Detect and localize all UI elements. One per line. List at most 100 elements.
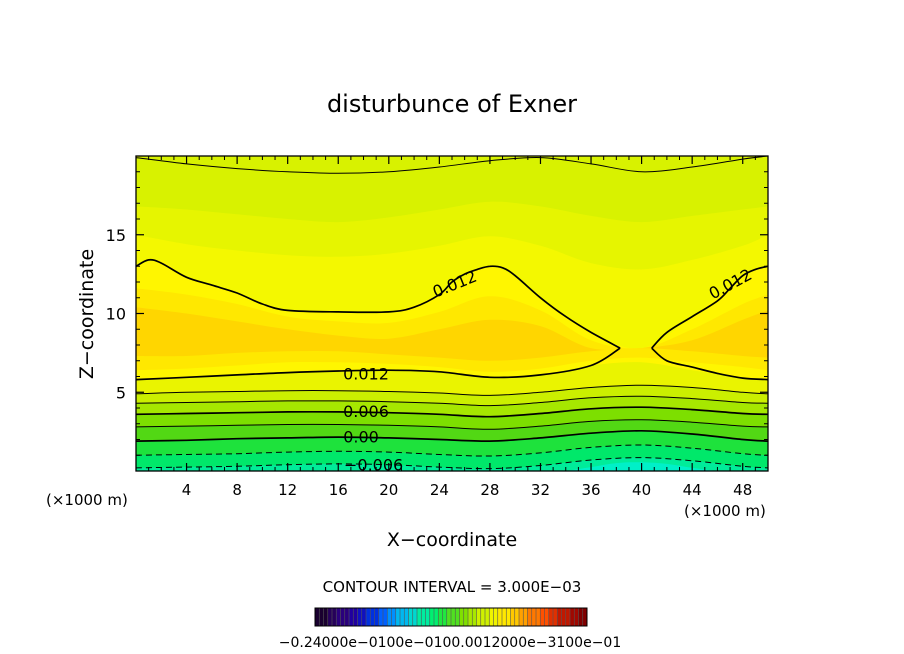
colorbar-cell-24 [417,608,422,626]
contour-line-3 [136,347,621,381]
colorbar-cell-42 [493,608,499,626]
y-tick-label-0: 5 [116,383,126,402]
colorbar-cell-7 [344,608,350,626]
colorbar-cell-29 [438,608,443,626]
colorbar-cell-14 [374,608,380,626]
colorbar-labels: −0.24000e−0100e−0100.0012000e−3100e−01 [279,635,622,651]
contour-line-2 [651,265,768,349]
contour-line-6 [136,395,768,407]
colorbar-cell-33 [455,608,460,626]
colorbar-cell-23 [412,608,418,626]
contour-label-2: 0.012 [343,364,389,383]
colorbar-cell-52 [536,608,541,626]
x-unit-right: (×1000 m) [684,502,766,520]
colorbar-cell-61 [574,608,579,626]
colorbar-cell-19 [395,608,401,626]
y-axis-label: Z−coordinate [76,249,98,379]
colorbar-cell-40 [485,608,490,626]
x-tick-label-2: 12 [278,481,297,499]
contour-line-8 [136,419,768,430]
x-tick-label-7: 32 [531,481,550,499]
x-tick-label-0: 4 [182,481,192,499]
colorbar-cell-8 [349,608,354,626]
colorbar-cell-60 [570,608,575,626]
colorbar-cell-53 [540,608,545,626]
colorbar-cell-47 [514,608,520,626]
y-tick-label-2: 15 [106,226,126,245]
colorbar-cell-6 [340,608,346,626]
contour-fills [136,156,768,471]
colorbar-cell-18 [391,608,397,626]
colorbar-cell-55 [548,608,554,626]
colorbar-cell-56 [553,608,558,626]
contour-line-10 [136,444,768,457]
colorbar-cell-13 [370,608,375,626]
colorbar-cell-31 [446,608,452,626]
colorbar-cell-57 [557,608,562,626]
colorbar-cell-3 [327,608,333,626]
y-tick-label-1: 10 [106,305,126,324]
colorbar-cell-22 [408,608,414,626]
colorbar-cell-12 [366,608,371,626]
colorbar-cell-59 [565,608,571,626]
contour-line-1 [136,258,621,349]
contour-label-3: 0.006 [343,402,389,421]
contour-interval-text: CONTOUR INTERVAL = 3.000E−03 [323,578,582,596]
colorbar-cell-35 [463,608,469,626]
x-unit-left: (×1000 m) [46,491,128,509]
colorbar-cell-54 [544,608,550,626]
colorbar-cell-9 [353,608,358,626]
x-tick-label-6: 28 [480,481,499,499]
colorbar-cell-36 [468,608,473,626]
colorbar-cell-38 [476,608,482,626]
colorbar-cell-51 [531,608,537,626]
contour-label-group-2: 0.012 [343,364,389,383]
contour-label-group-3: 0.006 [343,402,389,421]
x-axis-label: X−coordinate [387,529,517,551]
colorbar-cell-41 [489,608,494,626]
contour-line-5 [136,384,768,396]
colorbar-cell-48 [519,608,524,626]
colorbar [314,607,588,627]
colorbar-cell-49 [523,608,528,626]
colorbar-cell-27 [429,608,435,626]
colorbar-cell-50 [527,608,533,626]
x-tick-label-8: 36 [581,481,600,499]
colorbar-cell-28 [434,608,439,626]
colorbar-cell-45 [506,608,511,626]
colorbar-cell-1 [319,608,324,626]
colorbar-cell-25 [421,608,426,626]
colorbar-cell-63 [582,608,588,626]
contour-line-11 [136,457,768,470]
colorbar-cell-2 [323,608,329,626]
colorbar-cell-32 [451,608,456,626]
contour-label-5: −0.006 [344,456,403,475]
colorbar-cell-44 [502,608,507,626]
colorbar-cell-11 [361,608,367,626]
colorbar-cell-26 [425,608,431,626]
contour-label-group-5: −0.006 [344,456,403,475]
colorbar-cell-37 [472,608,477,626]
x-tick-label-5: 24 [430,481,449,499]
colorbar-cell-4 [332,608,337,626]
x-tick-label-4: 20 [379,481,398,499]
contour-line-9 [136,429,768,442]
x-tick-label-11: 48 [733,481,752,499]
colorbar-cell-0 [315,608,320,626]
contour-label-group-4: 0.00 [343,427,379,446]
colorbar-cell-46 [510,608,516,626]
contour-line-0 [136,156,768,174]
colorbar-cell-16 [383,608,388,626]
colorbar-cell-17 [387,608,392,626]
colorbar-cell-20 [400,608,405,626]
colorbar-cell-5 [336,608,341,626]
colorbar-cell-10 [357,608,363,626]
chart-title: disturbunce of Exner [327,90,577,118]
x-tick-label-9: 40 [632,481,651,499]
colorbar-cell-21 [404,608,409,626]
colorbar-cell-39 [480,608,486,626]
colorbar-cell-30 [442,608,448,626]
